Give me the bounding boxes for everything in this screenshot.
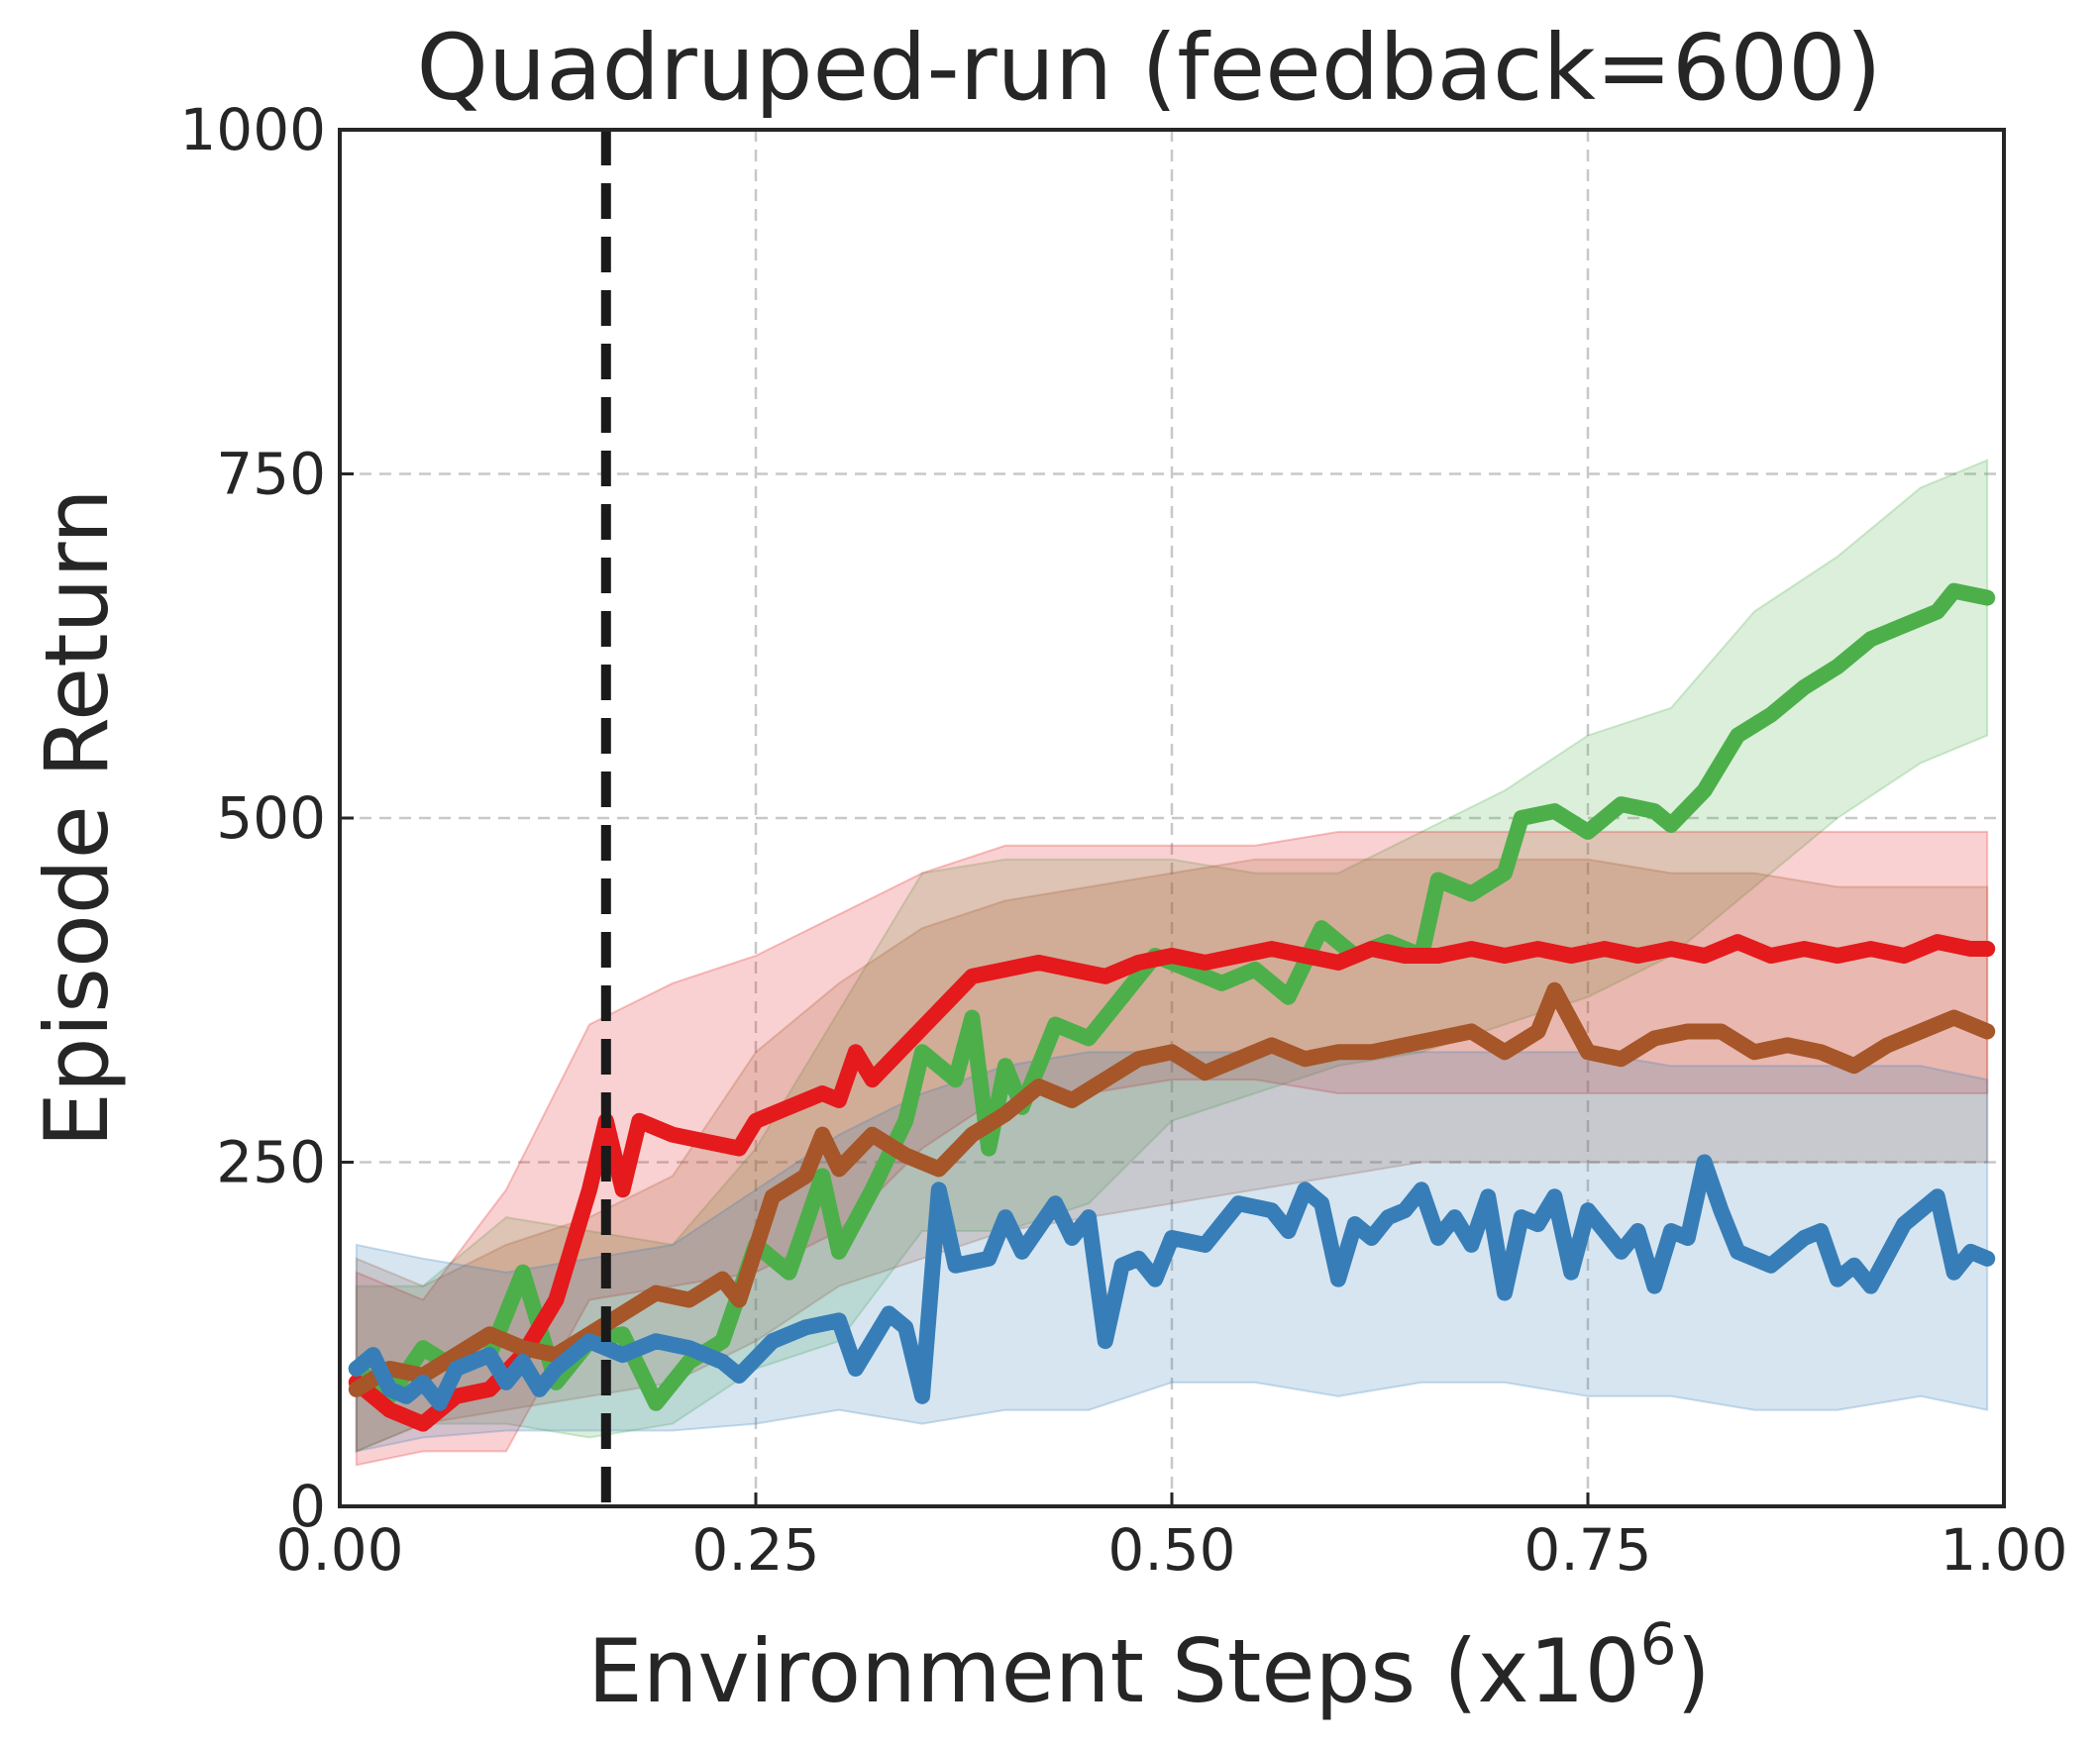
line-series-3 [348, 1154, 1996, 1411]
x-axis-label-main: Environment Steps (x10 [587, 1620, 1639, 1722]
y-axis-label: Episode Return [26, 488, 128, 1148]
line-series-2 [348, 981, 1996, 1397]
x-tick-label-2: 0.50 [1107, 1516, 1235, 1584]
chart-title: Quadruped-run (feedback=600) [416, 15, 1881, 121]
y-ticks: 0 250 500 750 1000 [179, 96, 354, 1540]
x-tick-label-0: 0.00 [275, 1516, 403, 1584]
x-axis-label-exponent: 6 [1640, 1610, 1677, 1678]
x-axis-label: Environment Steps (x106) [587, 1610, 1711, 1722]
y-tick-label-0: 0 [289, 1473, 326, 1540]
x-axis-label-end: ) [1677, 1620, 1711, 1722]
y-tick-label-4: 1000 [179, 96, 326, 163]
series-lines [348, 582, 1996, 1432]
band-series-2 [355, 858, 1989, 1453]
line-series-1 [348, 934, 1996, 1432]
y-tick-label-1: 250 [216, 1129, 326, 1196]
x-tick-label-3: 0.75 [1523, 1516, 1651, 1584]
y-tick-label-2: 500 [216, 784, 326, 852]
x-tick-label-4: 1.00 [1940, 1516, 2067, 1584]
x-ticks: 0.00 0.25 0.50 0.75 1.00 [275, 1492, 2068, 1584]
y-tick-label-3: 750 [216, 441, 326, 508]
x-tick-label-1: 0.25 [691, 1516, 819, 1584]
